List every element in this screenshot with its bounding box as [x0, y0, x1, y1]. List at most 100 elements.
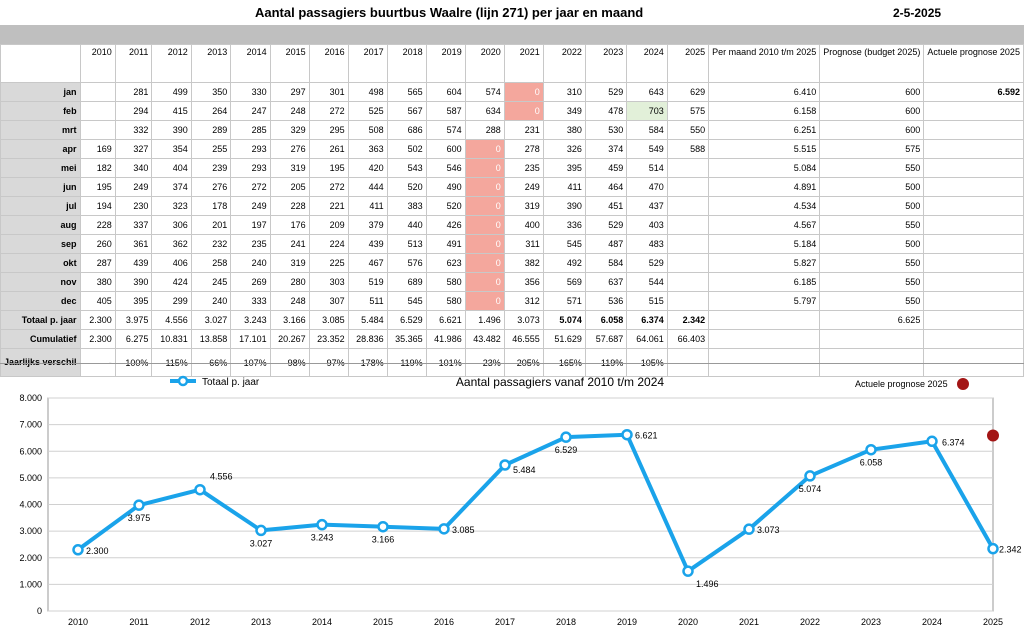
table-cell: 306 [151, 215, 192, 235]
row-label: dec [0, 291, 81, 311]
table-cell: 5.827 [708, 253, 821, 273]
table-cell: 301 [308, 82, 349, 102]
legend-label: Totaal p. jaar [202, 377, 260, 388]
table-cell: 6.592 [923, 82, 1024, 102]
column-header: 2021 [503, 44, 544, 83]
table-cell: 272 [308, 177, 349, 197]
table-cell: 0 [464, 139, 505, 159]
x-tick-label: 2012 [190, 617, 210, 627]
table-cell [923, 139, 1024, 159]
data-point [621, 428, 633, 441]
legend-label-prognose: Actuele prognose 2025 [855, 379, 948, 389]
table-cell: 498 [347, 82, 388, 102]
table-cell: 354 [151, 139, 192, 159]
table-cell: 287 [79, 253, 116, 273]
table-cell [708, 310, 821, 330]
table-cell: 500 [819, 177, 925, 197]
table-cell: 464 [584, 177, 628, 197]
table-cell: 500 [819, 196, 925, 216]
table-cell [923, 253, 1024, 273]
column-header: Prognose (budget 2025) [819, 44, 925, 83]
table-cell: 205% [503, 348, 544, 377]
table-cell: 544 [626, 272, 668, 292]
table-cell: 363 [347, 139, 388, 159]
table-cell: 350 [190, 82, 232, 102]
table-cell: 629 [666, 82, 710, 102]
table-cell: 545 [542, 234, 586, 254]
table-cell: 689 [386, 272, 427, 292]
column-header: 2024 [626, 44, 668, 83]
column-header: 2013 [190, 44, 232, 83]
table-cell [819, 348, 925, 377]
table-cell: 6.275 [114, 329, 153, 349]
table-cell: 6.185 [708, 272, 821, 292]
data-label: 4.556 [210, 472, 233, 482]
y-tick-label: 1.000 [19, 579, 42, 589]
table-cell: 6.251 [708, 120, 821, 140]
table-cell: 703 [626, 101, 668, 121]
table-cell: 356 [503, 272, 544, 292]
table-cell: 293 [230, 139, 271, 159]
table-cell: 588 [666, 139, 710, 159]
data-point [438, 523, 450, 535]
table-cell: 374 [584, 139, 628, 159]
table-cell: 6.625 [819, 310, 925, 330]
table-cell: 20.267 [269, 329, 310, 349]
table-cell: 529 [626, 253, 668, 273]
sheet-date: 2-5-2025 [893, 6, 942, 20]
row-label: Totaal p. jaar [0, 310, 81, 330]
table-cell: 420 [347, 158, 388, 178]
data-label: 2.342 [999, 545, 1022, 555]
table-cell: 276 [269, 139, 310, 159]
data-label: 3.027 [250, 538, 273, 548]
table-cell: 437 [626, 196, 668, 216]
table-cell: 195 [79, 177, 116, 197]
table-cell: 195 [308, 158, 349, 178]
table-cell: 297 [269, 82, 310, 102]
table-cell: 46.555 [503, 329, 544, 349]
table-cell: 400 [503, 215, 544, 235]
table-cell: 333 [230, 291, 271, 311]
x-tick-label: 2016 [434, 617, 454, 627]
table-cell: 248 [269, 101, 310, 121]
table-cell: 57.687 [584, 329, 628, 349]
table-cell: 224 [308, 234, 349, 254]
table-cell: 567 [386, 101, 427, 121]
header-corner [0, 44, 81, 83]
table-cell [79, 82, 116, 102]
table-cell: 281 [114, 82, 153, 102]
table-cell: 3.085 [308, 310, 349, 330]
table-cell: 330 [230, 82, 271, 102]
table-cell: 550 [666, 120, 710, 140]
data-point [194, 483, 206, 496]
table-cell: 491 [425, 234, 466, 254]
y-tick-label: 6.000 [19, 446, 42, 456]
y-tick-label: 7.000 [19, 420, 42, 430]
row-label: mei [0, 158, 81, 178]
data-label: 3.085 [452, 525, 475, 535]
table-cell: 515 [626, 291, 668, 311]
column-header: 2015 [269, 44, 310, 83]
table-cell [708, 348, 821, 377]
table-cell: 228 [269, 196, 310, 216]
table-cell: 201 [190, 215, 232, 235]
column-header: 2014 [230, 44, 271, 83]
table-cell: 514 [626, 158, 668, 178]
table-cell: 5.484 [347, 310, 388, 330]
data-point [377, 520, 389, 533]
table-cell: 4.567 [708, 215, 821, 235]
data-point [316, 518, 328, 531]
data-point [865, 443, 877, 456]
table-cell: 380 [79, 272, 116, 292]
table-cell: 543 [386, 158, 427, 178]
x-tick-label: 2025 [983, 617, 1003, 627]
table-cell: 28.836 [347, 329, 388, 349]
table-cell: 500 [819, 234, 925, 254]
table-cell: 467 [347, 253, 388, 273]
table-cell: 439 [114, 253, 153, 273]
table-cell: 10.831 [151, 329, 192, 349]
table-cell: 319 [269, 253, 310, 273]
table-cell: 362 [151, 234, 192, 254]
chart-title: Aantal passagiers vanaf 2010 t/m 2024 [456, 375, 664, 389]
data-label: 2.300 [86, 546, 109, 556]
